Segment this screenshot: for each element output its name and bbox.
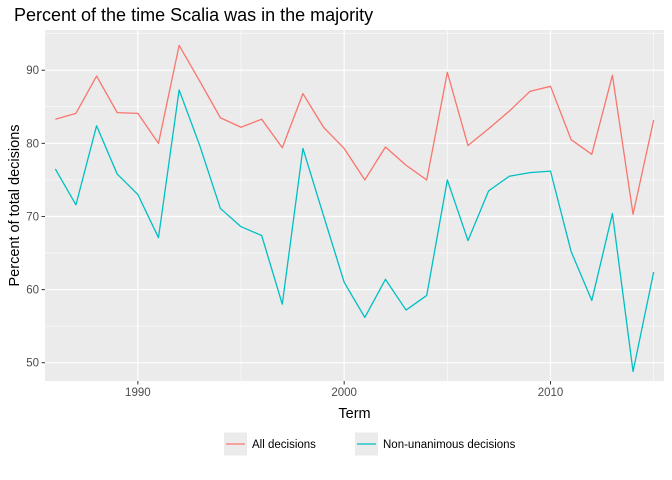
chart-title: Percent of the time Scalia was in the ma… (14, 5, 373, 25)
y-tick-label: 90 (26, 65, 39, 77)
minor-gridlines (45, 30, 664, 381)
legend: All decisions Non-unanimous decisions (224, 432, 516, 456)
series-line-all-decisions (55, 44, 655, 215)
legend-label-non-unanimous-decisions: Non-unanimous decisions (383, 439, 516, 451)
series-lines (54, 44, 655, 373)
y-tick-label: 60 (26, 285, 39, 297)
y-tick-label: 70 (26, 211, 39, 223)
plot-panel (45, 30, 664, 381)
major-gridlines (45, 30, 664, 381)
legend-label-all-decisions: All decisions (252, 439, 316, 451)
x-tick-label: 2000 (331, 387, 357, 399)
x-tick-label: 1990 (125, 387, 151, 399)
y-axis-title: Percent of total decisions (7, 124, 23, 286)
y-axis: 50 60 70 80 90 (26, 65, 45, 370)
x-tick-label: 2010 (538, 387, 564, 399)
x-axis: 1990 2000 2010 (125, 381, 563, 399)
series-line-non-unanimous-decisions (54, 89, 655, 373)
y-tick-label: 80 (26, 138, 39, 150)
y-tick-label: 50 (26, 358, 39, 370)
x-axis-title: Term (338, 406, 370, 422)
